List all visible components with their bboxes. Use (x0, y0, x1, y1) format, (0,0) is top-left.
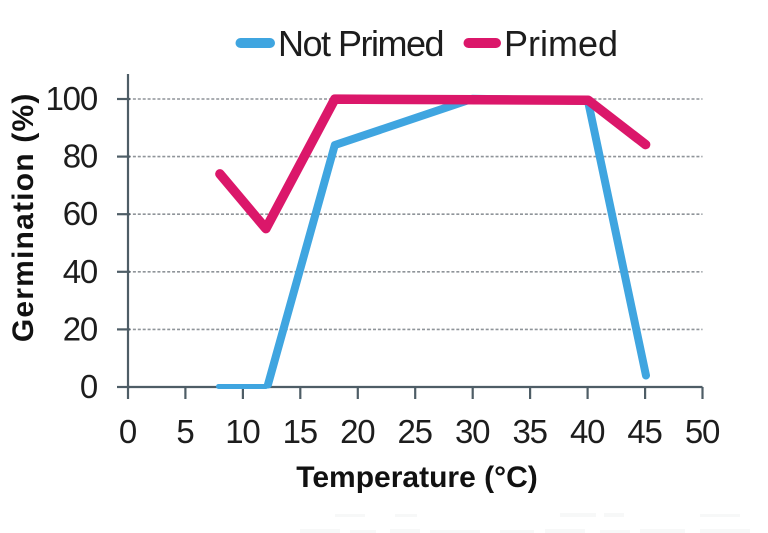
svg-text:20: 20 (340, 413, 375, 450)
svg-text:Germination (%): Germination (%) (7, 92, 40, 342)
svg-text:20: 20 (63, 310, 98, 347)
svg-text:25: 25 (398, 413, 432, 450)
svg-text:Primed: Primed (504, 23, 618, 64)
svg-text:40: 40 (63, 253, 98, 290)
svg-text:45: 45 (627, 413, 661, 450)
svg-text:Not Primed: Not Primed (278, 23, 443, 64)
svg-text:50: 50 (685, 413, 720, 450)
svg-text:30: 30 (455, 413, 490, 450)
svg-text:40: 40 (570, 413, 605, 450)
svg-text:60: 60 (63, 195, 98, 232)
svg-text:0: 0 (119, 413, 137, 450)
svg-text:10: 10 (225, 413, 260, 450)
svg-text:Temperature (°C): Temperature (°C) (296, 461, 537, 494)
svg-text:15: 15 (283, 413, 317, 450)
svg-text:35: 35 (512, 413, 546, 450)
svg-text:5: 5 (176, 413, 193, 450)
svg-text:100: 100 (46, 80, 98, 117)
svg-text:80: 80 (63, 138, 98, 175)
svg-text:0: 0 (80, 368, 98, 405)
